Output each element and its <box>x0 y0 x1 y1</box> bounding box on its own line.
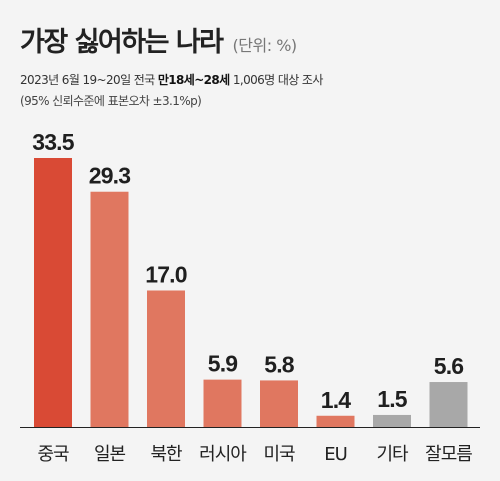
category-label: 중국 <box>37 444 69 465</box>
bar-6 <box>316 415 355 427</box>
value-label: 1.4 <box>321 387 352 413</box>
category-label: 일본 <box>94 444 126 465</box>
survey-info: 2023년 6월 19~20일 전국 만18세~28세 1,006명 대상 조사 <box>20 71 490 88</box>
value-label: 5.6 <box>434 353 464 379</box>
bar-3 <box>147 290 185 427</box>
survey-sample-text: 1,006명 대상 조사 <box>229 73 324 87</box>
bar-8 <box>429 382 468 427</box>
category-label: 러시아 <box>199 444 247 465</box>
category-label: 미국 <box>263 444 295 465</box>
bar-7 <box>373 414 411 427</box>
bar-5 <box>260 380 298 427</box>
value-label: 17.0 <box>145 261 187 287</box>
category-label: EU <box>324 444 347 465</box>
unit-label: (단위: %) <box>232 36 298 55</box>
chart-title: 가장 싫어하는 나라 <box>20 27 224 58</box>
category-label: 잘모름 <box>425 444 472 465</box>
margin-of-error-note: (95% 신뢰수준에 표본오차 ±3.1%p) <box>20 94 202 108</box>
value-label: 33.5 <box>32 129 75 155</box>
value-label: 5.9 <box>208 351 238 377</box>
value-label: 1.5 <box>377 386 408 412</box>
bar-2 <box>90 191 129 427</box>
bar-1 <box>34 158 72 427</box>
value-label: 5.8 <box>264 351 295 377</box>
bar-4 <box>203 379 242 427</box>
category-label: 기타 <box>376 444 409 465</box>
chart-header: 가장 싫어하는 나라 (단위: %) 2023년 6월 19~20일 전국 만1… <box>20 20 490 109</box>
title-row: 가장 싫어하는 나라 (단위: %) <box>20 20 490 59</box>
value-label: 29.3 <box>89 163 131 189</box>
survey-date-text: 2023년 6월 19~20일 전국 <box>20 73 158 87</box>
category-label: 북한 <box>150 444 182 465</box>
survey-age-range: 만18세~28세 <box>157 73 230 87</box>
